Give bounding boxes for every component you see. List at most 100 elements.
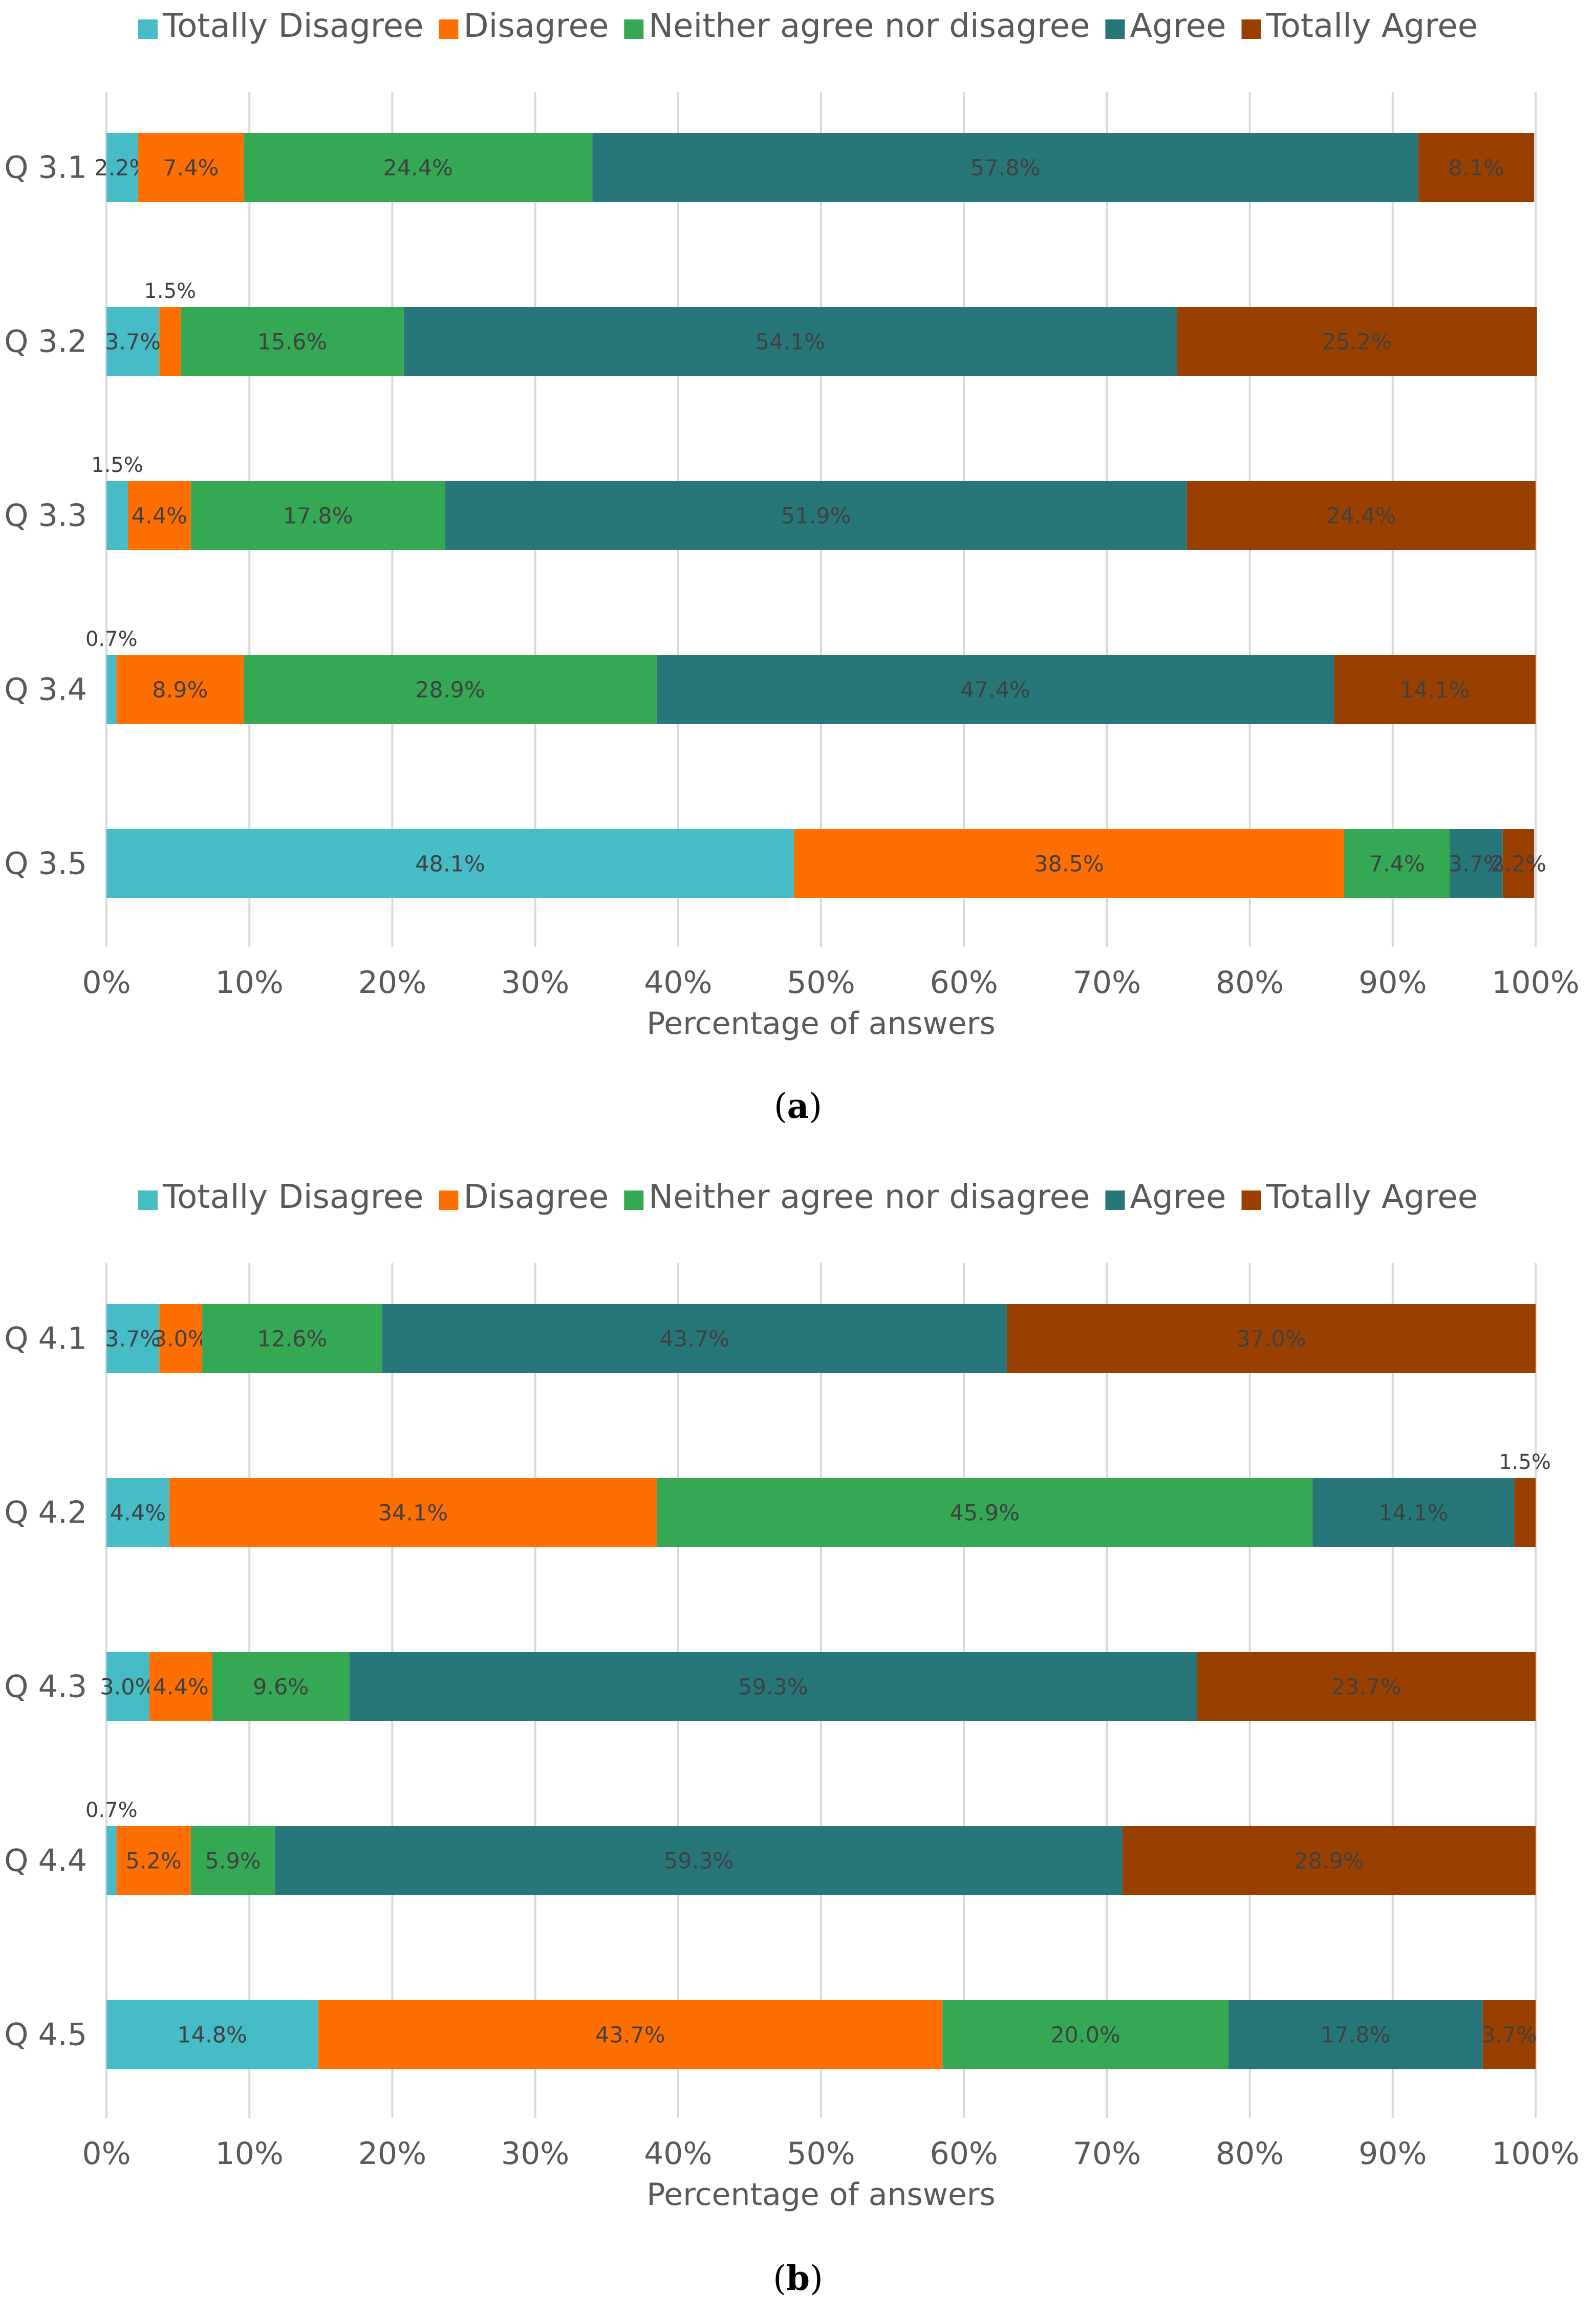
- data-label: 47.4%: [960, 678, 1030, 703]
- legend-swatch-2: [624, 1190, 644, 1210]
- bar-segment: [1450, 829, 1503, 898]
- data-label: 7.4%: [163, 156, 219, 181]
- data-label: 5.9%: [205, 1849, 261, 1874]
- category-label: Q 4.2: [4, 1495, 87, 1531]
- x-tick-label: 70%: [1073, 2136, 1141, 2172]
- data-label: 14.8%: [177, 2023, 247, 2048]
- data-label: 43.7%: [595, 2023, 665, 2048]
- bar-segment: [202, 1304, 382, 1373]
- data-label: 3.7%: [105, 1327, 161, 1352]
- bar-segment: [159, 1304, 203, 1373]
- legend: Totally Disagree Disagree Neither agree no…: [138, 1178, 1478, 1216]
- legend-swatch-4: [1241, 19, 1261, 39]
- x-tick-label: 20%: [358, 965, 426, 1001]
- chart-panel-a: Totally Disagree Disagree Neither agree no…: [4, 7, 1579, 1042]
- bar-segment: [181, 307, 404, 376]
- legend-swatch-1: [439, 19, 459, 39]
- legend-label-4: Totally Agree: [1266, 7, 1478, 45]
- x-tick-label: 60%: [930, 965, 998, 1001]
- data-label: 34.1%: [378, 1501, 448, 1526]
- bar-segment: [1418, 133, 1535, 202]
- bar-segment: [942, 2000, 1228, 2069]
- x-tick-label: 80%: [1216, 965, 1284, 1001]
- bar-segment: [169, 1478, 657, 1547]
- data-label: 37.0%: [1236, 1327, 1306, 1352]
- bar-segment: [106, 481, 128, 550]
- data-label: 45.9%: [950, 1501, 1020, 1526]
- bar-segment: [318, 2000, 943, 2069]
- data-label: 5.2%: [126, 1849, 182, 1874]
- bar-segment: [1187, 481, 1536, 550]
- data-label: 1.5%: [1499, 1450, 1551, 1474]
- data-label: 2.2%: [1491, 852, 1546, 877]
- x-tick-label: 0%: [82, 2136, 131, 2172]
- category-label: Q 3.3: [4, 498, 87, 534]
- legend-label-2: Neither agree nor disagree: [649, 1178, 1090, 1216]
- legend-label-3: Agree: [1130, 7, 1226, 45]
- bar-segment: [106, 2000, 318, 2069]
- x-tick-label: 40%: [644, 2136, 712, 2172]
- bar-segment: [1177, 307, 1537, 376]
- bar-segment: [1312, 1478, 1515, 1547]
- data-label: 3.0%: [100, 1675, 156, 1700]
- bar-segment: [656, 655, 1334, 724]
- category-label: Q 4.4: [4, 1843, 87, 1879]
- x-axis-label: Percentage of answers: [646, 2177, 995, 2213]
- x-tick-label: 90%: [1358, 2136, 1427, 2172]
- x-tick-label: 60%: [930, 2136, 998, 2172]
- data-label: 15.6%: [257, 330, 328, 355]
- bar-segment: [1514, 1478, 1536, 1547]
- data-label: 24.4%: [1326, 504, 1396, 529]
- legend-swatch-2: [624, 19, 644, 39]
- bar-segment: [656, 1478, 1313, 1547]
- data-label: 8.9%: [152, 678, 208, 703]
- bar-segment: [106, 133, 138, 202]
- x-tick-label: 30%: [501, 2136, 569, 2172]
- bar-segment: [592, 133, 1419, 202]
- data-label: 59.3%: [738, 1675, 808, 1700]
- data-label: 0.7%: [85, 1799, 138, 1822]
- legend-swatch-3: [1105, 19, 1125, 39]
- x-tick-label: 80%: [1216, 2136, 1284, 2172]
- bar-segment: [106, 655, 117, 724]
- data-label: 17.8%: [283, 504, 353, 529]
- bar-segment: [212, 1652, 350, 1721]
- x-tick-label: 100%: [1492, 2136, 1580, 2172]
- bar-segment: [1482, 2000, 1536, 2069]
- legend-swatch-3: [1105, 1190, 1125, 1210]
- category-label: Q 4.3: [4, 1669, 87, 1705]
- data-label: 17.8%: [1321, 2023, 1391, 2048]
- bar-segment: [138, 133, 244, 202]
- data-label: 48.1%: [415, 852, 485, 877]
- data-label: 43.7%: [660, 1327, 730, 1352]
- data-label: 3.0%: [153, 1327, 209, 1352]
- bar-segment: [149, 1652, 212, 1721]
- bar-segment: [116, 655, 244, 724]
- bar-segment: [1123, 1826, 1536, 1895]
- bar-segment: [1344, 829, 1450, 898]
- bar-segment: [382, 1304, 1007, 1373]
- x-tick-label: 50%: [787, 965, 855, 1001]
- x-axis-label: Percentage of answers: [646, 1006, 995, 1042]
- legend-swatch-0: [138, 19, 158, 39]
- category-label: Q 4.1: [4, 1321, 87, 1357]
- data-label: 9.6%: [253, 1675, 309, 1700]
- legend-swatch-4: [1241, 1190, 1261, 1210]
- data-label: 1.5%: [91, 453, 143, 477]
- data-label: 0.7%: [85, 627, 138, 651]
- data-label: 28.9%: [1294, 1849, 1364, 1874]
- legend-swatch-0: [138, 1190, 158, 1210]
- chart-panel-b: Totally Disagree Disagree Neither agree no…: [4, 1178, 1580, 2213]
- x-tick-label: 0%: [82, 965, 131, 1001]
- data-label: 4.4%: [153, 1675, 209, 1700]
- x-tick-label: 10%: [215, 965, 284, 1001]
- bar-segment: [1197, 1652, 1536, 1721]
- data-label: 20.0%: [1050, 2023, 1120, 2048]
- bar-segment: [244, 133, 593, 202]
- data-label: 59.3%: [664, 1849, 734, 1874]
- bar-segment: [106, 1652, 149, 1721]
- bar-segment: [127, 481, 191, 550]
- bar-segment: [106, 307, 160, 376]
- category-label: Q 4.5: [4, 2017, 87, 2053]
- legend: Totally Disagree Disagree Neither agree no…: [138, 7, 1478, 45]
